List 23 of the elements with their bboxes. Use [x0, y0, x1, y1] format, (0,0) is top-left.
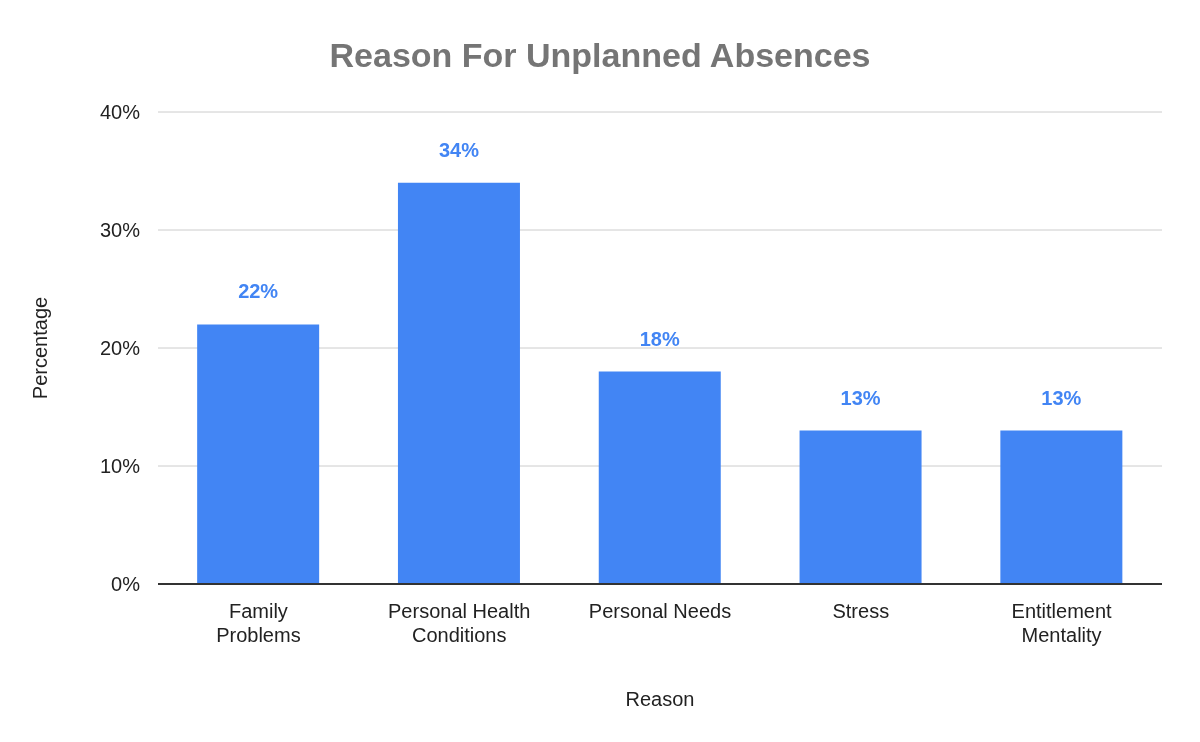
bar [598, 371, 721, 584]
y-tick-label: 20% [99, 337, 141, 360]
x-axis-title: Reason [625, 688, 695, 710]
y-tick-label: 40% [99, 101, 141, 124]
bar [397, 182, 520, 584]
data-label: 34% [438, 138, 480, 161]
bar [799, 430, 922, 584]
x-tick-label: Personal Needs [588, 600, 732, 622]
data-label: 13% [840, 386, 881, 409]
x-tick-label: Family Problems [216, 600, 301, 646]
bar [197, 324, 320, 584]
y-tick-label: 0% [111, 573, 141, 596]
x-tick-label: Personal Health Conditions [388, 600, 531, 646]
data-label: 18% [639, 327, 680, 350]
y-tick-label: 10% [99, 455, 141, 478]
x-tick-label: Entitlement Mentality [1011, 600, 1113, 646]
bar [1000, 430, 1123, 584]
chart-title: Reason For Unplanned Absences [328, 36, 872, 75]
y-tick-label: 30% [99, 219, 141, 242]
y-axis-title: Percentage [29, 296, 52, 400]
data-label: 22% [238, 280, 279, 303]
x-tick-label: Stress [832, 600, 890, 622]
data-label: 13% [1041, 386, 1082, 409]
